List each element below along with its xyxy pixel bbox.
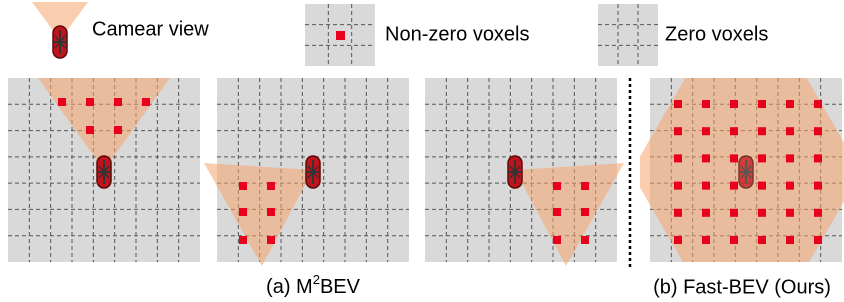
voxel: [114, 98, 122, 106]
voxel: [814, 182, 822, 190]
voxel: [758, 154, 766, 162]
legend-dot: [336, 31, 345, 40]
voxel: [674, 209, 682, 217]
voxel: [786, 209, 794, 217]
voxel: [730, 209, 738, 217]
voxel: [758, 209, 766, 217]
panel-2: [204, 78, 409, 266]
panel-3: [425, 78, 624, 266]
voxel: [581, 236, 589, 244]
voxel: [239, 236, 247, 244]
voxel: [786, 127, 794, 135]
voxel: [553, 236, 561, 244]
voxel: [267, 236, 275, 244]
car: [97, 156, 111, 188]
voxel: [758, 182, 766, 190]
caption-a-sup: 2: [313, 272, 320, 287]
voxel: [702, 127, 710, 135]
grid-bg: [598, 4, 658, 66]
legend-camera-label: Camear view: [92, 18, 209, 40]
voxel: [581, 208, 589, 216]
voxel: [239, 182, 247, 190]
voxel: [674, 154, 682, 162]
caption-a-prefix: (a) M: [266, 276, 313, 298]
voxel: [786, 236, 794, 244]
voxel: [758, 236, 766, 244]
voxel: [730, 154, 738, 162]
voxel: [553, 208, 561, 216]
diagram: Camear view Non-zero voxels Zero voxels …: [0, 0, 844, 302]
voxel: [814, 127, 822, 135]
car: [306, 156, 320, 188]
voxel: [814, 209, 822, 217]
voxel: [239, 208, 247, 216]
voxel: [730, 182, 738, 190]
voxel: [267, 208, 275, 216]
voxel: [702, 236, 710, 244]
caption-b: (b) Fast-BEV (Ours): [653, 276, 831, 298]
panel-4: [631, 72, 844, 271]
voxel: [786, 100, 794, 108]
voxel: [674, 127, 682, 135]
voxel: [674, 100, 682, 108]
voxel: [730, 127, 738, 135]
voxel: [758, 127, 766, 135]
panels: [8, 72, 844, 271]
voxel: [581, 182, 589, 190]
voxel: [730, 236, 738, 244]
voxel: [267, 182, 275, 190]
voxel: [786, 154, 794, 162]
caption-a-suffix: BEV: [320, 276, 361, 298]
car: [508, 156, 522, 188]
legend-nonzero-label: Non-zero voxels: [385, 23, 530, 45]
voxel: [553, 182, 561, 190]
voxel: [702, 154, 710, 162]
legend: Camear view Non-zero voxels Zero voxels: [32, 2, 768, 66]
legend-car: [53, 26, 67, 58]
voxel: [730, 100, 738, 108]
voxel: [702, 182, 710, 190]
voxel: [142, 98, 150, 106]
voxel: [702, 100, 710, 108]
voxel: [758, 100, 766, 108]
voxel: [674, 236, 682, 244]
car: [739, 156, 753, 188]
voxel: [814, 154, 822, 162]
voxel: [814, 100, 822, 108]
voxel: [114, 126, 122, 134]
legend-zero-box: [598, 4, 658, 66]
legend-nonzero-box: [305, 4, 375, 66]
voxel: [58, 98, 66, 106]
voxel: [814, 236, 822, 244]
voxel: [86, 98, 94, 106]
voxel: [786, 182, 794, 190]
caption-a: (a) M2BEV: [266, 272, 361, 298]
legend-zero-label: Zero voxels: [665, 23, 768, 45]
voxel: [86, 126, 94, 134]
voxel: [674, 182, 682, 190]
panel-1: [8, 78, 200, 262]
voxel: [702, 209, 710, 217]
